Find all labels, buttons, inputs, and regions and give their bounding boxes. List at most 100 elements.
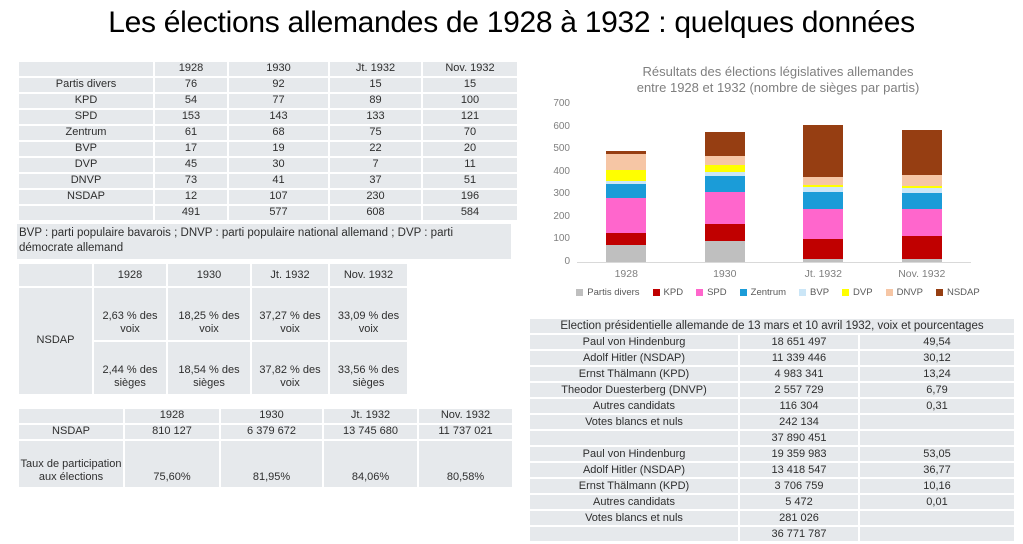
seat-value-cell: 37: [330, 174, 421, 188]
party-label-cell: DNVP: [19, 174, 153, 188]
seat-value-cell: 22: [330, 142, 421, 156]
legend-label: Partis divers: [587, 287, 640, 298]
legend-item: DNVP: [885, 287, 923, 298]
header-cell: Jt. 1932: [330, 62, 421, 76]
table-row: Zentrum 61 68 75 70: [19, 126, 517, 140]
table-row: 37 890 451: [530, 431, 1014, 446]
header-cell: Nov. 1932: [423, 62, 517, 76]
data-cell: 2,63 % des voix: [94, 288, 166, 340]
table-row: Ernst Thälmann (KPD) 4 983 341 13,24: [530, 367, 1014, 382]
candidate-cell: Ernst Thälmann (KPD): [530, 367, 738, 382]
presidential-table-header-row: Election présidentielle allemande de 13 …: [530, 319, 1014, 334]
chart-title-line2: entre 1928 et 1932 (nombre de sièges par…: [636, 80, 920, 95]
data-cell: 81,95%: [221, 441, 322, 487]
bar-segment-dnvp: [704, 155, 745, 166]
candidate-cell: Adolf Hitler (NSDAP): [530, 351, 738, 366]
party-label-cell: NSDAP: [19, 425, 123, 439]
legend-label: Zentrum: [750, 287, 787, 298]
bar-segment-zentrum: [901, 192, 942, 209]
stacked-bar: [803, 124, 844, 262]
stacked-bar: [704, 131, 745, 262]
data-cell: 18,54 % des sièges: [168, 342, 250, 394]
seat-value-cell: 77: [229, 94, 328, 108]
table-row: Autres candidats 116 304 0,31: [530, 399, 1014, 414]
bar-segment-partis-divers: [704, 241, 745, 262]
data-cell: 6 379 672: [221, 425, 322, 439]
legend-swatch: [935, 289, 943, 296]
bar-segment-spd: [606, 198, 647, 233]
candidate-cell: Votes blancs et nuls: [530, 415, 738, 430]
bar-segment-dnvp: [803, 176, 844, 186]
chart-title-line1: Résultats des élections législatives all…: [642, 64, 914, 79]
percent-cell: 10,16: [860, 479, 1014, 494]
seats-table-header-row: 1928 1930 Jt. 1932 Nov. 1932: [19, 62, 517, 76]
bar-segment-spd: [901, 208, 942, 237]
seat-value-cell: 30: [229, 158, 328, 172]
presidential-table-title: Election présidentielle allemande de 13 …: [530, 319, 1014, 334]
table-row: KPD 54 77 89 100: [19, 94, 517, 108]
share-voix-row: NSDAP 2,63 % des voix 18,25 % des voix 3…: [19, 288, 407, 394]
table-row: DVP 45 30 7 11: [19, 158, 517, 172]
seats-chart: Résultats des élections législatives all…: [540, 62, 1016, 304]
seat-value-cell: 75: [330, 126, 421, 140]
header-cell: Nov. 1932: [330, 264, 407, 286]
seat-value-cell: 92: [229, 78, 328, 92]
party-label-cell: BVP: [19, 142, 153, 156]
votes-cell: 13 418 547: [740, 463, 858, 478]
table-row: 491 577 608 584: [19, 206, 517, 220]
nsdap-votes-row: NSDAP 810 127 6 379 672 13 745 680 11 73…: [19, 425, 512, 439]
votes-cell: 281 026: [740, 511, 858, 526]
y-axis-tick-label: 700: [553, 98, 570, 109]
candidate-cell: Autres candidats: [530, 495, 738, 510]
presidential-table: Election présidentielle allemande de 13 …: [528, 317, 1016, 543]
y-axis-tick-label: 600: [553, 120, 570, 132]
header-cell: [19, 264, 92, 286]
turnout-row: Taux de participation aux élections 75,6…: [19, 441, 512, 487]
votes-cell: 242 134: [740, 415, 858, 430]
party-label-cell: KPD: [19, 94, 153, 108]
chart-title: Résultats des élections législatives all…: [540, 64, 1016, 96]
seat-value-cell: 143: [229, 110, 328, 124]
x-axis-label: 1928: [614, 268, 638, 280]
nsdap-share-table: 1928 1930 Jt. 1932 Nov. 1932 NSDAP 2,63 …: [17, 262, 409, 396]
header-cell: 1928: [155, 62, 227, 76]
bar-segment-partis-divers: [606, 244, 647, 262]
seat-value-cell: 230: [330, 190, 421, 204]
header-cell: 1930: [168, 264, 250, 286]
table-row: Partis divers 76 92 15 15: [19, 78, 517, 92]
candidate-cell: Theodor Duesterberg (DNVP): [530, 383, 738, 398]
table-row: BVP 17 19 22 20: [19, 142, 517, 156]
seat-value-cell: 45: [155, 158, 227, 172]
seat-value-cell: 73: [155, 174, 227, 188]
votes-cell: 3 706 759: [740, 479, 858, 494]
seat-value-cell: 20: [423, 142, 517, 156]
bar-segment-kpd: [704, 223, 745, 242]
bar-segment-bvp: [704, 171, 745, 177]
x-axis-label: Nov. 1932: [898, 268, 946, 280]
seat-value-cell: 15: [330, 78, 421, 92]
seat-value-cell: 121: [423, 110, 517, 124]
header-cell: 1928: [94, 264, 166, 286]
seat-value-cell: 15: [423, 78, 517, 92]
legend-swatch: [652, 289, 660, 296]
seat-value-cell: 133: [330, 110, 421, 124]
seat-value-cell: 51: [423, 174, 517, 188]
table-row: Paul von Hindenburg 19 359 983 53,05: [530, 447, 1014, 462]
bar-segment-kpd: [606, 232, 647, 245]
bar-segment-zentrum: [606, 184, 647, 199]
data-cell: 37,27 % des voix: [252, 288, 328, 340]
legend-label: SPD: [707, 287, 727, 298]
table-row: Adolf Hitler (NSDAP) 11 339 446 30,12: [530, 351, 1014, 366]
votes-cell: 5 472: [740, 495, 858, 510]
data-cell: 18,25 % des voix: [168, 288, 250, 340]
bar-segment-spd: [704, 191, 745, 224]
votes-cell: 18 651 497: [740, 335, 858, 350]
bar-segment-bvp: [606, 180, 647, 185]
bar-segment-nsdap: [704, 131, 745, 156]
table-row: Autres candidats 5 472 0,01: [530, 495, 1014, 510]
header-cell: 1930: [229, 62, 328, 76]
candidate-cell: [530, 431, 738, 446]
share-table-header-row: 1928 1930 Jt. 1932 Nov. 1932: [19, 264, 407, 286]
seat-value-cell: 608: [330, 206, 421, 220]
table-row: Votes blancs et nuls 242 134: [530, 415, 1014, 430]
